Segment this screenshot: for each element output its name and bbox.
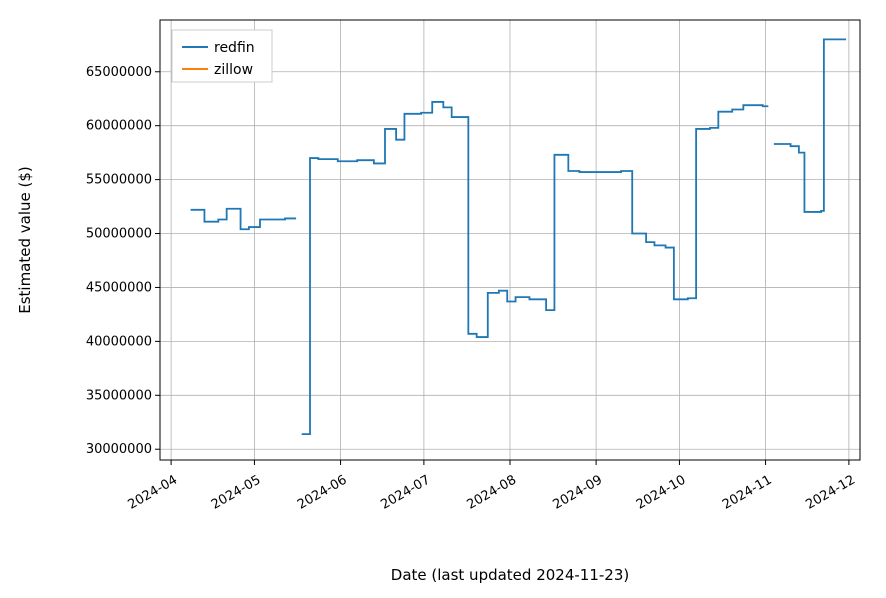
xtick-label: 2024-07 (378, 473, 433, 513)
xtick-label: 2024-06 (295, 473, 350, 513)
ytick-label: 30000000 (86, 442, 152, 457)
chart-container: 30000000 35000000 40000000 45000000 50000000… (0, 0, 886, 598)
xtick-label: 2024-10 (634, 473, 689, 513)
x-axis-label: Date (last updated 2024-11-23) (391, 566, 629, 584)
xtick-label: 2024-04 (126, 473, 181, 513)
legend-label-zillow: zillow (214, 62, 253, 78)
ytick-label: 45000000 (86, 280, 152, 295)
y-axis-label: Estimated value ($) (16, 166, 34, 314)
legend-label-redfin: redfin (214, 40, 255, 56)
ytick-label: 55000000 (86, 173, 152, 188)
legend: redfin zillow (172, 30, 272, 82)
ytick-label: 65000000 (86, 65, 152, 80)
ytick-label: 50000000 (86, 227, 152, 242)
xtick-label: 2024-11 (720, 473, 775, 513)
xtick-label: 2024-05 (209, 473, 264, 513)
chart-svg: 30000000 35000000 40000000 45000000 50000000… (0, 0, 886, 598)
xtick-label: 2024-12 (803, 473, 858, 513)
ytick-label: 60000000 (86, 119, 152, 134)
ytick-label: 40000000 (86, 334, 152, 349)
ytick-label: 35000000 (86, 388, 152, 403)
xtick-label: 2024-09 (551, 473, 606, 513)
xtick-label: 2024-08 (464, 473, 519, 513)
